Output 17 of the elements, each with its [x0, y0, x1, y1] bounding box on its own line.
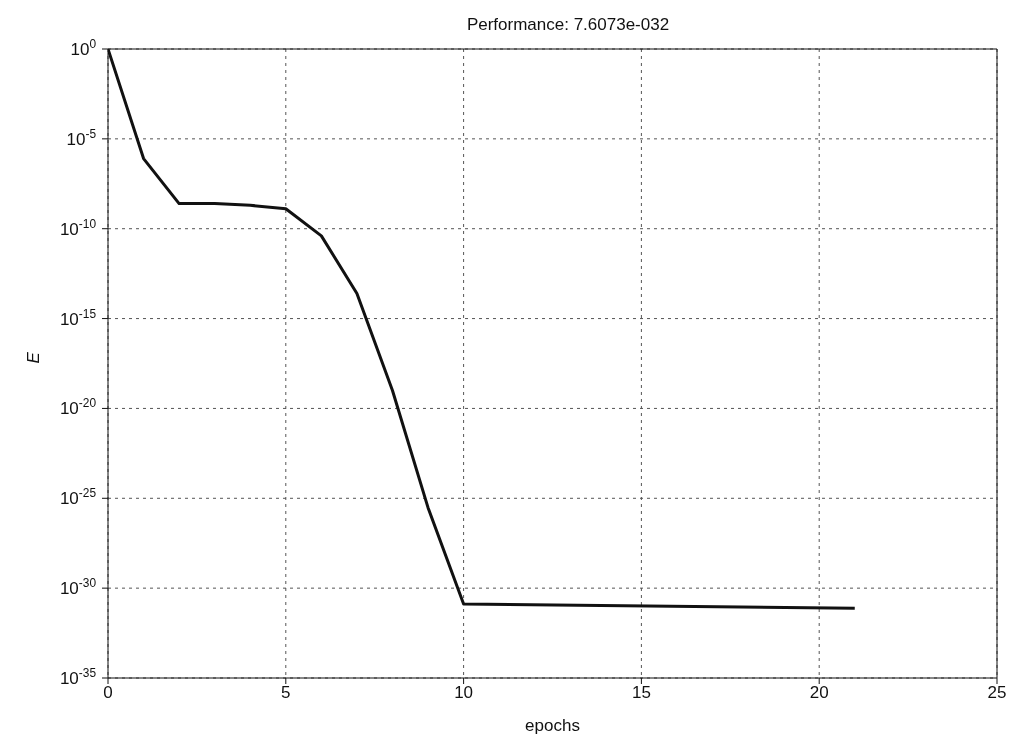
y-tick-label: 10$^{-35}$: [59, 666, 97, 688]
x-tick-label: 25: [987, 683, 1007, 703]
y-tick-label: 10$^{-15}$: [59, 306, 97, 329]
y-tick-label: 10$^{-30}$: [59, 576, 97, 599]
x-tick-label: 15: [631, 683, 651, 703]
x-tick-label: 0: [103, 683, 113, 703]
x-tick-label: 5: [281, 683, 291, 703]
y-tick-label: 10$^{-25}$: [59, 486, 97, 509]
y-tick-label: 10$^{-20}$: [59, 396, 97, 419]
chart-title: Performance: 7.6073e-032: [466, 15, 670, 34]
y-axis-title: E: [24, 351, 44, 364]
y-tick-label: 10$^{-10}$: [59, 216, 97, 239]
y-tick-label: 10$^{0}$: [70, 37, 97, 59]
y-tick-label: 10$^{-5}$: [66, 126, 97, 149]
x-axis-title: epochs: [525, 716, 580, 735]
x-tick-label: 10: [454, 683, 474, 703]
x-tick-label: 20: [809, 683, 829, 703]
